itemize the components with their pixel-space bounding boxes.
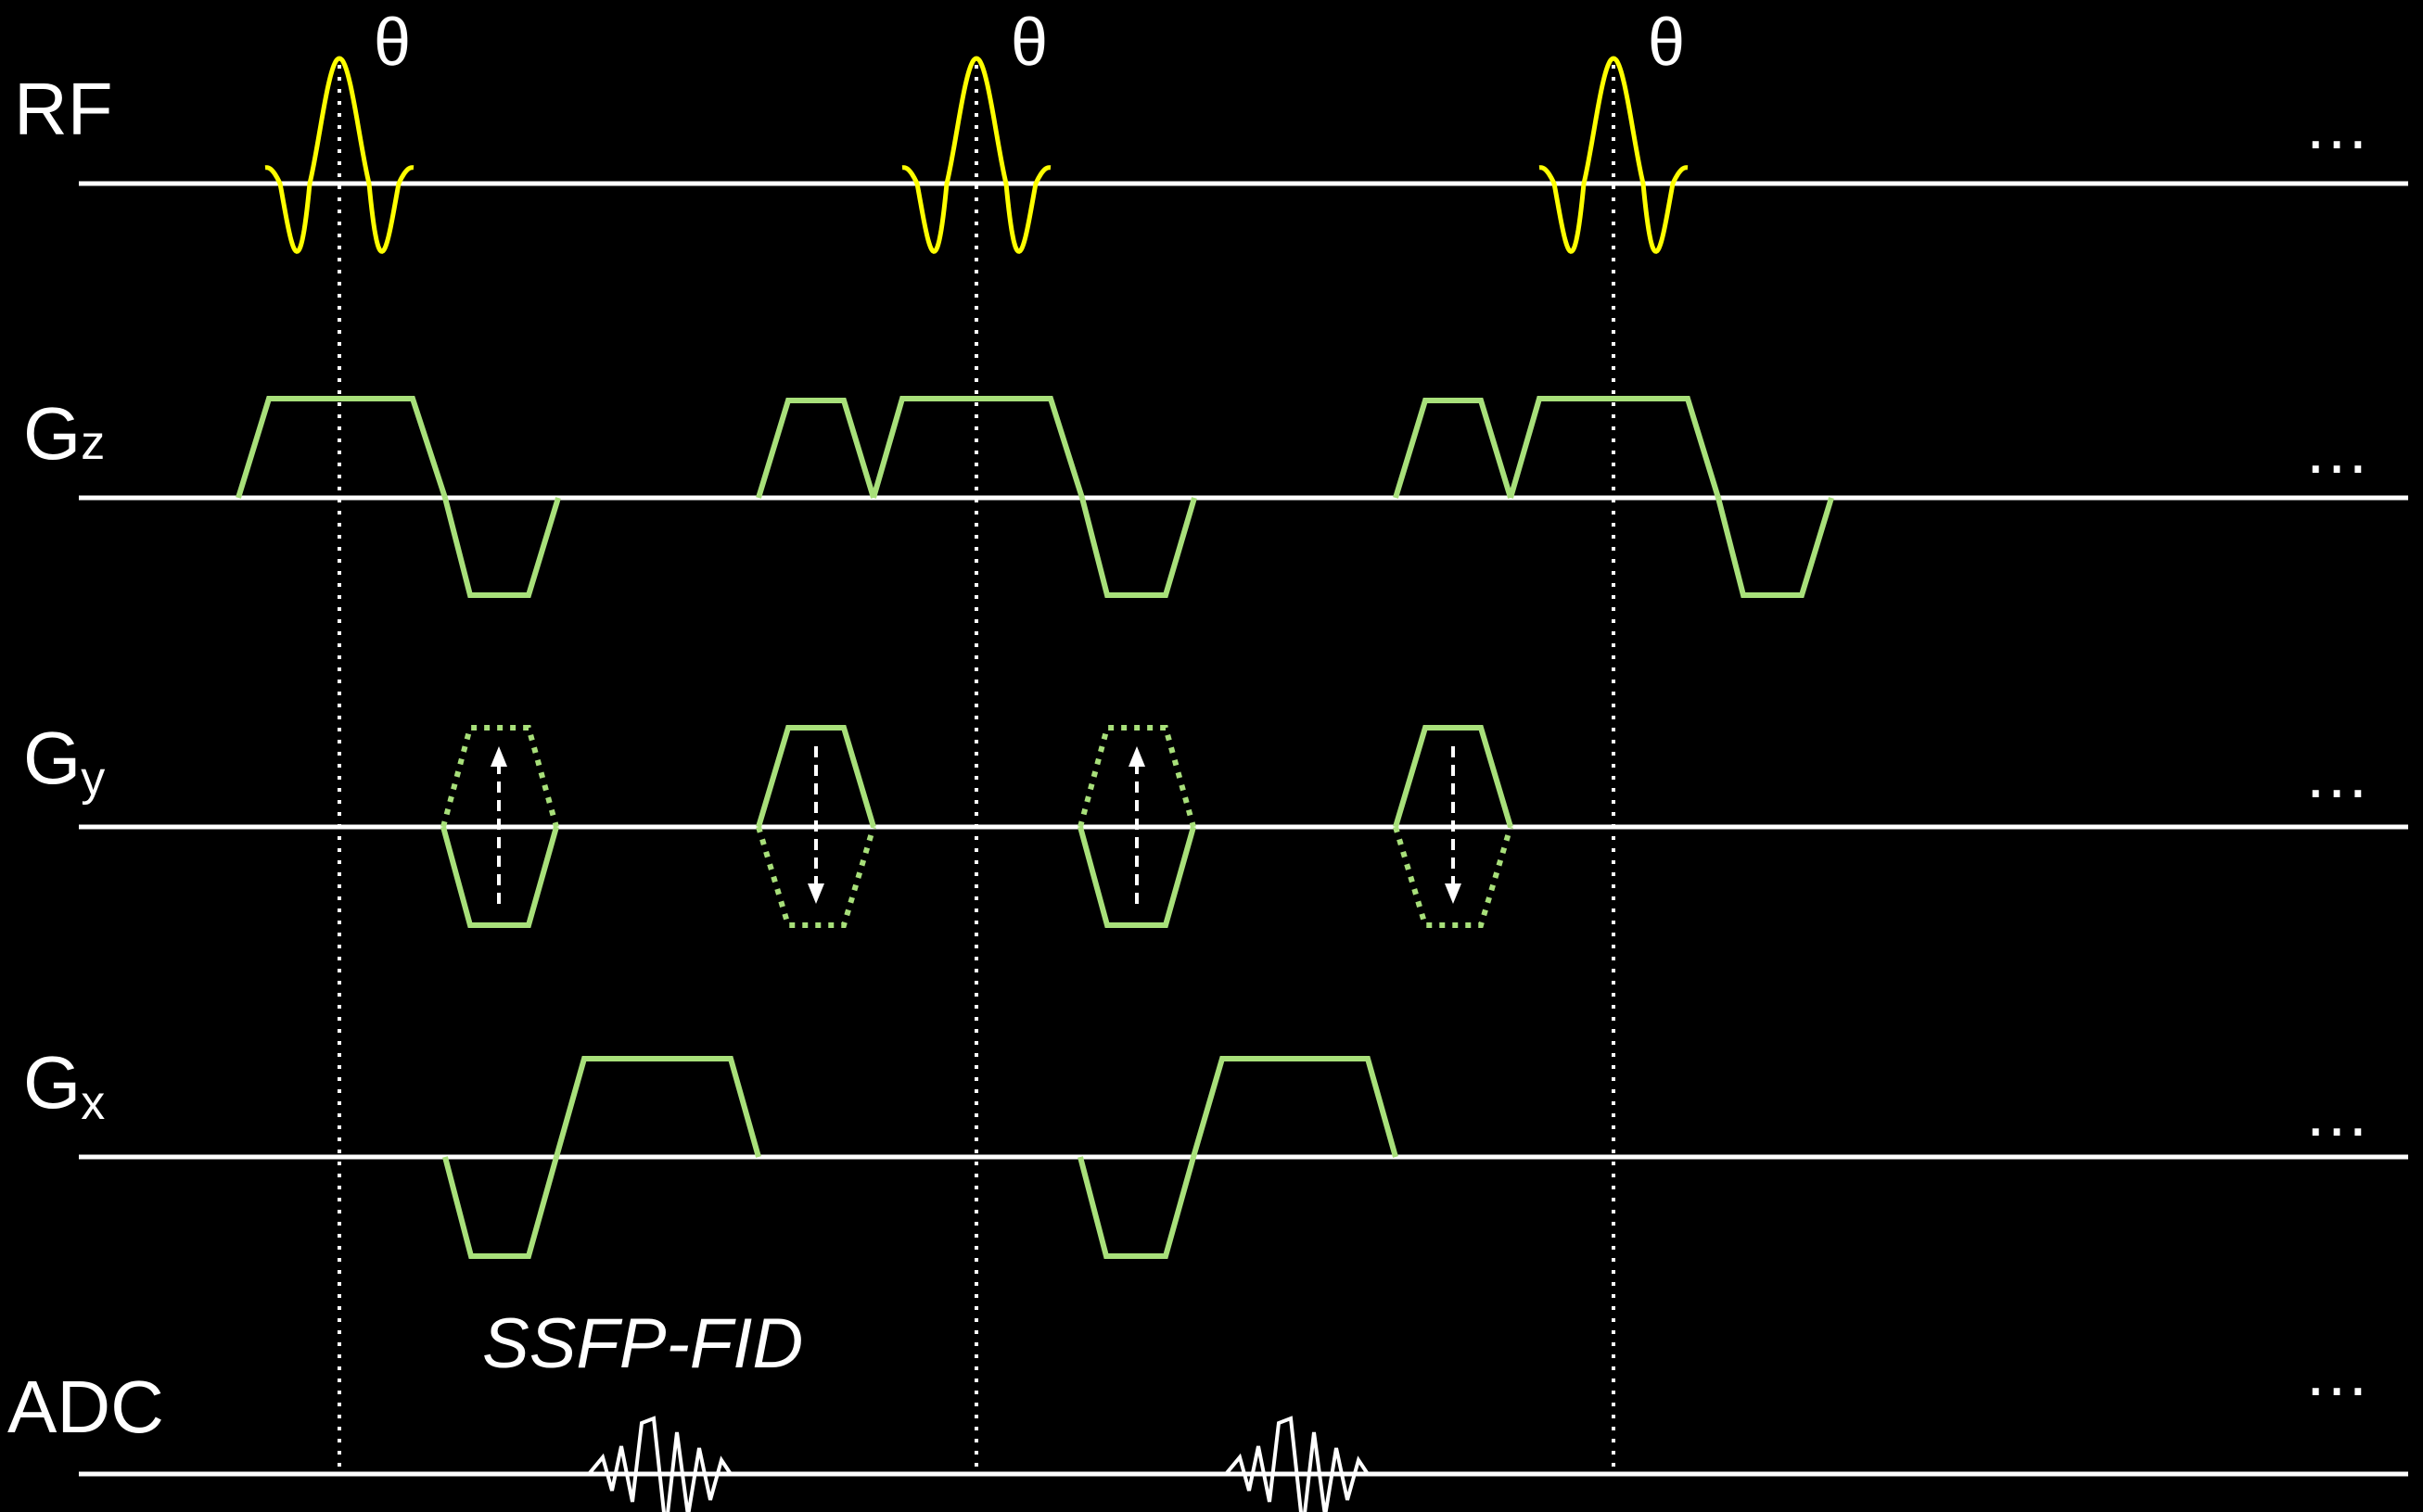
timing-lines bbox=[338, 65, 1615, 1474]
gx-row-label: Gx bbox=[23, 1041, 105, 1130]
gz-slice-select-1 bbox=[236, 396, 448, 499]
gy-rewinder-1-neg-dotted bbox=[756, 826, 876, 928]
gy-rewinder-1-pos bbox=[756, 725, 876, 828]
gy-gradients bbox=[440, 725, 1513, 928]
rf-pulse-1 bbox=[264, 56, 414, 254]
rf-pulses bbox=[264, 56, 1689, 254]
gx-prephase-2 bbox=[1078, 1156, 1196, 1259]
gy-phase-encode-1-neg bbox=[440, 826, 559, 928]
gz-rephase-3 bbox=[1715, 497, 1834, 598]
gy-arrowhead-up-1 bbox=[491, 746, 507, 767]
gy-row-label: Gy bbox=[23, 717, 105, 806]
gz-label-main: G bbox=[23, 392, 81, 475]
gy-rewinder-2-pos bbox=[1393, 725, 1513, 828]
gy-rewinder-2-neg-dotted bbox=[1393, 826, 1513, 928]
gx-label-subscript: x bbox=[81, 1076, 105, 1130]
adc-row-label: ADC bbox=[7, 1366, 164, 1448]
gy-phase-encode-1-pos-dotted bbox=[440, 725, 559, 828]
flip-angle-label-2: θ bbox=[1011, 6, 1048, 80]
flip-angle-label-1: θ bbox=[374, 6, 411, 80]
gy-arrowhead-down-2 bbox=[1445, 883, 1461, 904]
rf-row-label: RF bbox=[14, 68, 113, 150]
gz-slice-select-2 bbox=[871, 396, 1085, 499]
gy-phase-encode-2-neg bbox=[1078, 826, 1196, 928]
gz-label-subscript: z bbox=[81, 416, 105, 470]
gy-arrowhead-down-1 bbox=[808, 883, 824, 904]
gz-spoiler-3 bbox=[1393, 398, 1513, 499]
gx-gradients bbox=[442, 1056, 1398, 1259]
gx-readout-1 bbox=[554, 1056, 761, 1158]
rf-pulse-3 bbox=[1538, 56, 1689, 254]
gz-gradients bbox=[236, 396, 1834, 598]
adc-echo-2 bbox=[1224, 1416, 1370, 1512]
gy-label-main: G bbox=[23, 717, 81, 799]
gy-continuation: … bbox=[2303, 738, 2370, 812]
gx-readout-2 bbox=[1191, 1056, 1398, 1158]
rf-pulse-2 bbox=[901, 56, 1052, 254]
gz-spoiler-2 bbox=[756, 398, 876, 499]
gx-prephase-1 bbox=[442, 1156, 559, 1259]
baselines bbox=[79, 181, 2408, 1477]
gy-step-arrows bbox=[491, 746, 1461, 904]
gz-continuation: … bbox=[2303, 413, 2370, 488]
gx-label-main: G bbox=[23, 1041, 81, 1124]
gy-arrowhead-up-2 bbox=[1129, 746, 1145, 767]
adc-echo-1 bbox=[587, 1416, 733, 1512]
gy-label-subscript: y bbox=[81, 752, 105, 806]
gy-phase-encode-2-pos-dotted bbox=[1078, 725, 1196, 828]
flip-angle-label-3: θ bbox=[1648, 6, 1685, 80]
ssfp-fid-label: SSFP-FID bbox=[482, 1304, 803, 1383]
gz-slice-select-3 bbox=[1508, 396, 1721, 499]
gx-continuation: … bbox=[2303, 1076, 2370, 1150]
rf-continuation: … bbox=[2303, 89, 2370, 163]
gz-rephase-1 bbox=[442, 497, 561, 598]
adc-continuation: … bbox=[2303, 1336, 2370, 1410]
gz-rephase-2 bbox=[1079, 497, 1197, 598]
adc-signals bbox=[587, 1416, 1370, 1512]
gz-row-label: Gz bbox=[23, 392, 105, 475]
